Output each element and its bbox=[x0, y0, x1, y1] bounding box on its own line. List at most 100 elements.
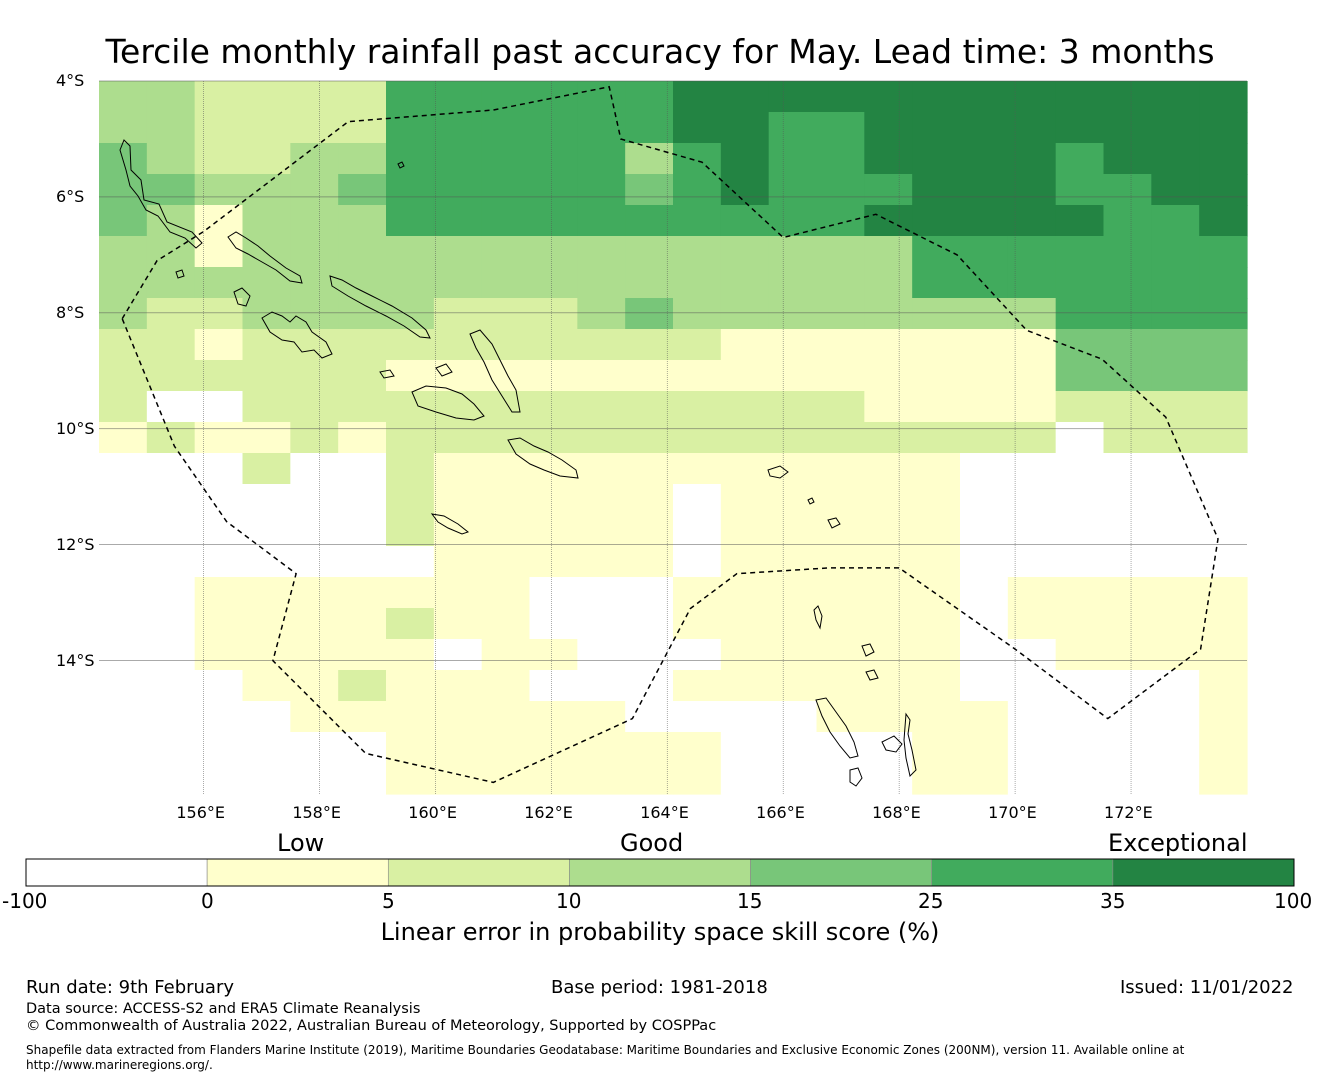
skill-cell bbox=[242, 701, 291, 733]
skill-cell bbox=[290, 484, 339, 516]
skill-cell bbox=[1055, 701, 1105, 733]
latitude-label: 8°S bbox=[56, 302, 85, 322]
skill-cell bbox=[242, 422, 291, 454]
skill-cell bbox=[99, 732, 148, 764]
tick-label: 10 bbox=[556, 889, 582, 913]
shapefile-url[interactable]: http://www.marineregions.org/. bbox=[26, 1058, 213, 1072]
longitude-label: 164°E bbox=[640, 803, 689, 822]
skill-cell bbox=[1151, 174, 1200, 206]
skill-cell bbox=[146, 298, 196, 330]
skill-cell bbox=[481, 360, 531, 392]
skill-cell bbox=[864, 205, 913, 237]
skill-cell bbox=[386, 608, 435, 640]
skill-cell bbox=[1103, 732, 1152, 764]
skill-cell bbox=[625, 174, 674, 206]
skill-cell bbox=[194, 112, 244, 144]
skill-cell bbox=[768, 763, 818, 795]
skill-cell bbox=[1151, 143, 1200, 175]
skill-cell bbox=[146, 732, 196, 764]
graticule bbox=[99, 80, 1247, 794]
skill-cell bbox=[386, 205, 435, 237]
skill-cell bbox=[960, 112, 1009, 144]
skill-cell bbox=[1151, 763, 1200, 795]
skill-cell bbox=[864, 391, 913, 423]
skill-cell bbox=[290, 763, 339, 795]
skill-cell bbox=[386, 639, 435, 671]
skill-cell bbox=[481, 577, 531, 609]
skill-cell bbox=[433, 546, 483, 578]
skill-cell bbox=[720, 329, 770, 361]
skill-cell bbox=[1151, 608, 1200, 640]
skill-cell bbox=[625, 701, 674, 733]
skill-cell bbox=[1151, 236, 1200, 268]
skill-cell bbox=[194, 639, 244, 671]
skill-cell bbox=[768, 298, 818, 330]
skill-cell bbox=[864, 453, 913, 485]
skill-cell bbox=[433, 360, 483, 392]
skill-cell bbox=[625, 422, 674, 454]
skill-cell bbox=[768, 422, 818, 454]
skill-cell bbox=[864, 174, 913, 206]
skill-cell bbox=[290, 81, 339, 113]
skill-cell bbox=[242, 360, 291, 392]
skill-cell bbox=[290, 701, 339, 733]
skill-cell bbox=[816, 329, 865, 361]
skill-cell bbox=[577, 81, 626, 113]
skill-cell bbox=[1007, 577, 1057, 609]
island-torres bbox=[813, 605, 823, 630]
tick-label: 25 bbox=[918, 889, 944, 913]
skill-cell bbox=[1055, 577, 1105, 609]
skill-cell bbox=[768, 546, 818, 578]
skill-cell bbox=[386, 701, 435, 733]
skill-cell bbox=[338, 515, 387, 547]
skill-cell bbox=[625, 236, 674, 268]
skill-cell bbox=[338, 577, 387, 609]
latitude-label: 12°S bbox=[56, 534, 95, 554]
skill-cell bbox=[1055, 298, 1105, 330]
skill-cell bbox=[529, 143, 578, 175]
skill-cell bbox=[816, 174, 865, 206]
skill-cell bbox=[768, 267, 818, 299]
skill-cell bbox=[673, 639, 722, 671]
skill-cell bbox=[481, 112, 531, 144]
skill-cell bbox=[1007, 515, 1057, 547]
skill-cell bbox=[577, 236, 626, 268]
skill-cell bbox=[816, 391, 865, 423]
skill-cell bbox=[386, 422, 435, 454]
skill-cell bbox=[1199, 422, 1248, 454]
skill-cell bbox=[673, 81, 722, 113]
island-santa-isabel bbox=[329, 275, 431, 339]
skill-cell bbox=[816, 360, 865, 392]
skill-cell bbox=[433, 236, 483, 268]
skill-cell bbox=[242, 670, 291, 702]
skill-cell bbox=[720, 422, 770, 454]
skill-cell bbox=[1151, 298, 1200, 330]
skill-cell bbox=[386, 236, 435, 268]
skill-cell bbox=[720, 701, 770, 733]
skill-cell bbox=[625, 267, 674, 299]
skill-cell bbox=[529, 422, 578, 454]
skill-cell bbox=[194, 143, 244, 175]
skill-cell bbox=[864, 484, 913, 516]
skill-cell bbox=[99, 763, 148, 795]
colorbar-title: Linear error in probability space skill … bbox=[380, 918, 940, 946]
skill-cell bbox=[338, 732, 387, 764]
skill-cell bbox=[99, 639, 148, 671]
skill-cell bbox=[99, 174, 148, 206]
skill-cell bbox=[912, 453, 961, 485]
skill-cell bbox=[146, 453, 196, 485]
skill-cell bbox=[720, 174, 770, 206]
skill-cell bbox=[960, 732, 1009, 764]
skill-cell bbox=[960, 81, 1009, 113]
skill-cell bbox=[577, 391, 626, 423]
skill-cell bbox=[338, 422, 387, 454]
skill-cell bbox=[338, 236, 387, 268]
skill-cell bbox=[577, 267, 626, 299]
skill-cell bbox=[625, 112, 674, 144]
skill-cell bbox=[386, 670, 435, 702]
skill-cell bbox=[912, 174, 961, 206]
skill-cell bbox=[481, 143, 531, 175]
skill-cell bbox=[242, 608, 291, 640]
skill-cell bbox=[338, 453, 387, 485]
skill-cell bbox=[433, 174, 483, 206]
